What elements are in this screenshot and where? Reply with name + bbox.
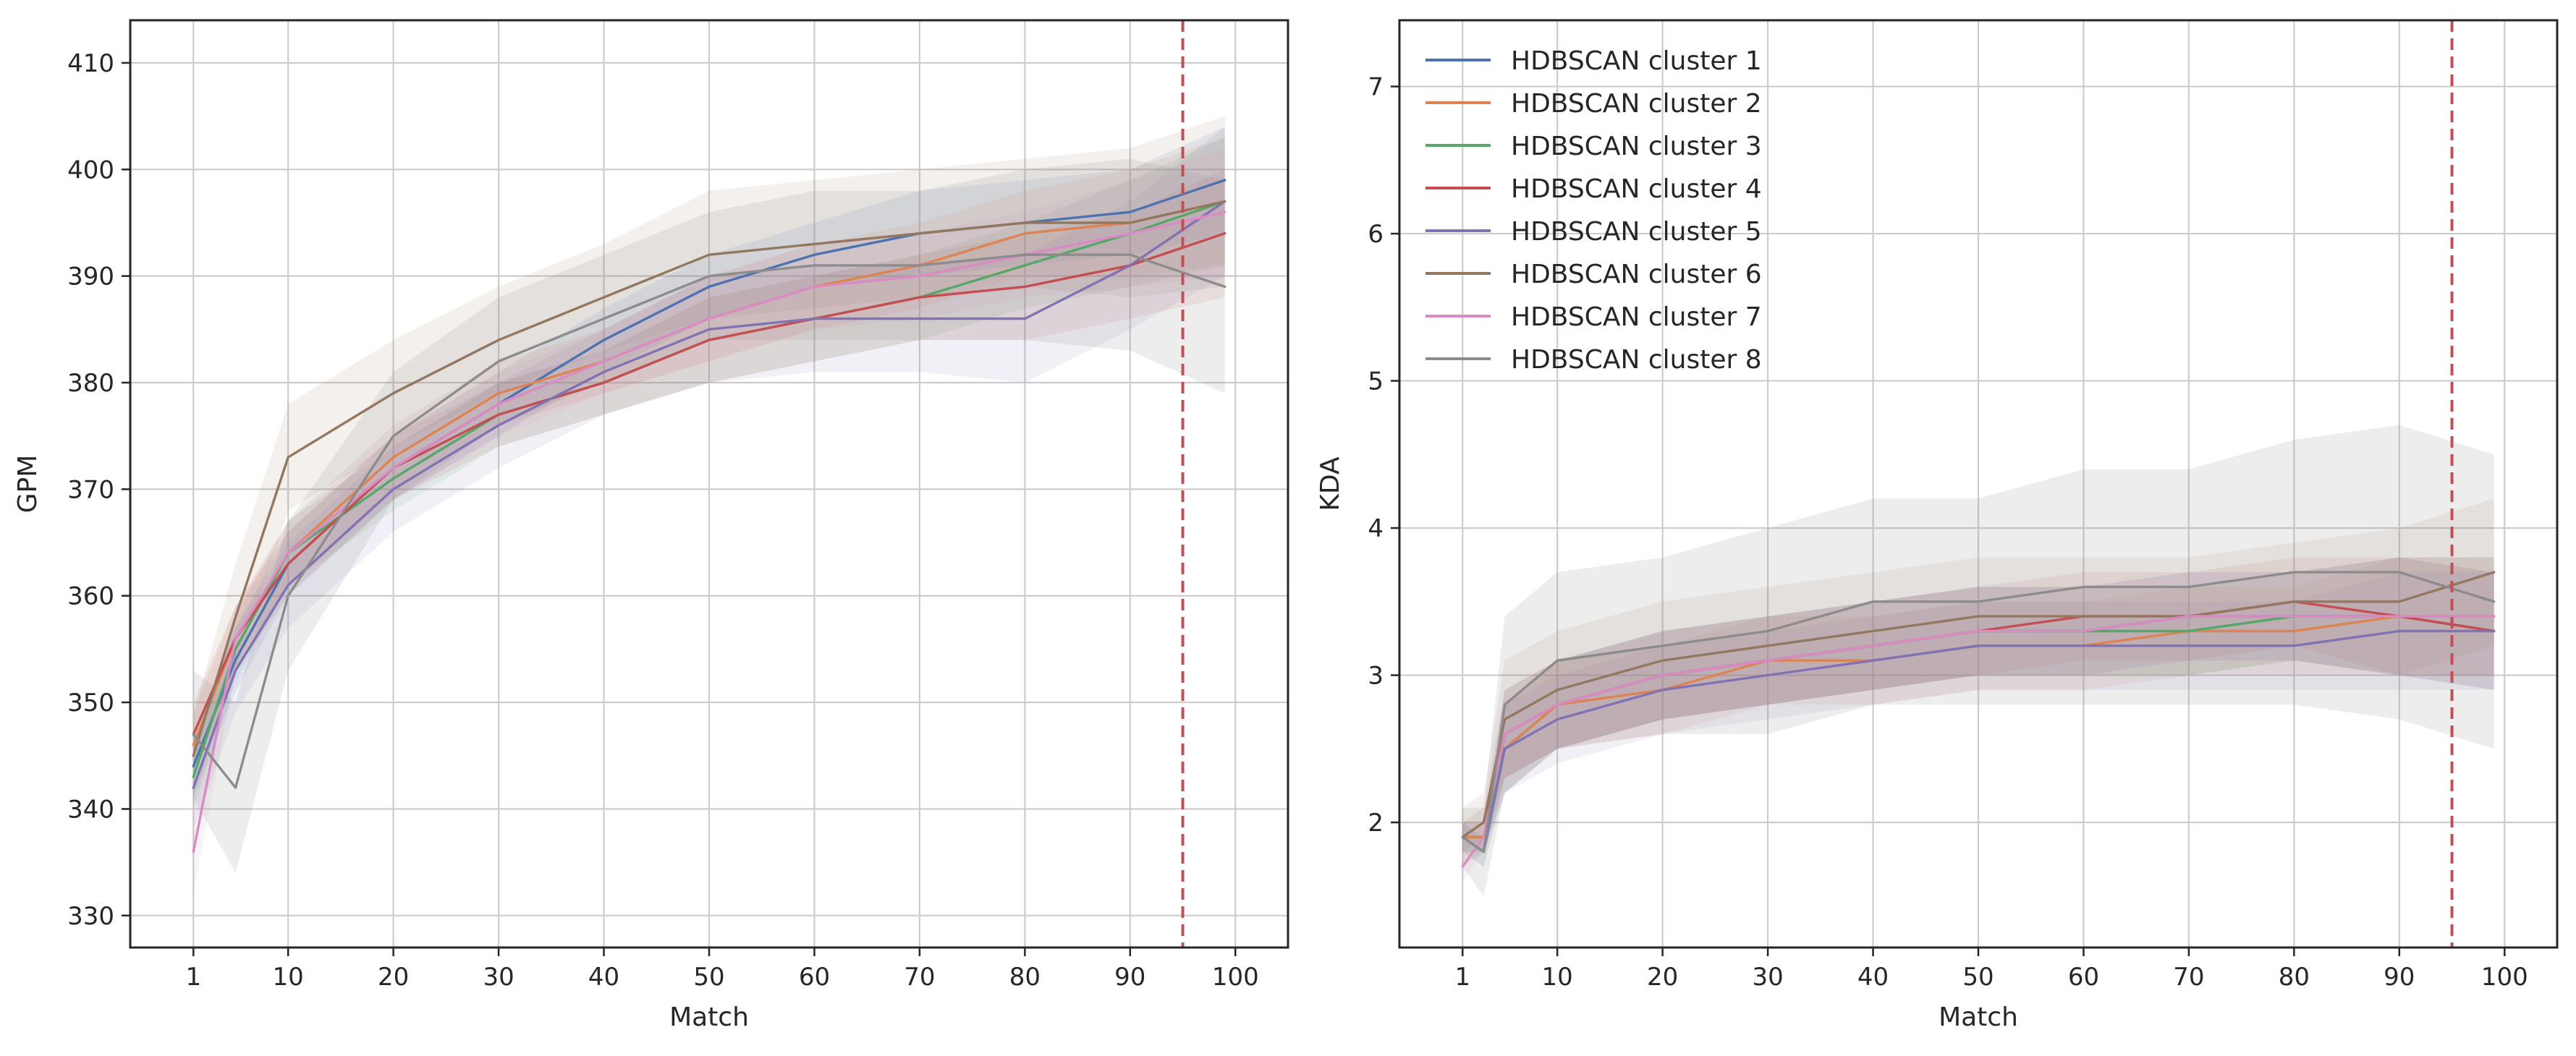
x-tick-label: 50 [1962, 963, 1994, 992]
y-tick-label: 350 [67, 689, 114, 718]
x-tick-label: 100 [2481, 963, 2528, 992]
legend-label: HDBSCAN cluster 1 [1511, 46, 1762, 76]
series-band [193, 116, 1225, 799]
kda-panel: 1 10 20 30 40 50 60 70 80 90 100 2 3 4 5 6 7 Match KDA [1315, 19, 2559, 1032]
legend-label: HDBSCAN cluster 7 [1511, 302, 1762, 332]
series-line [1461, 615, 2496, 868]
legend-label: HDBSCAN cluster 6 [1511, 260, 1762, 289]
y-tick-label: 3 [1368, 662, 1384, 691]
y-tick-label: 390 [67, 263, 114, 291]
series-line [192, 200, 1226, 789]
y-axis-title: KDA [1315, 456, 1345, 511]
legend-label: HDBSCAN cluster 5 [1511, 217, 1762, 247]
y-tick-label: 4 [1368, 514, 1384, 543]
legend-item: HDBSCAN cluster 5 [1425, 217, 1762, 247]
x-tick-label: 1 [185, 963, 201, 992]
plot-area [192, 116, 1226, 895]
x-tick-label: 90 [2384, 963, 2415, 992]
x-tick-label: 20 [378, 963, 409, 992]
y-tick-label: 380 [67, 369, 114, 398]
x-tick-label: 40 [588, 963, 619, 992]
series-band [193, 158, 1225, 873]
x-tick-label: 40 [1857, 963, 1889, 992]
legend-label: HDBSCAN cluster 3 [1511, 132, 1762, 161]
legend-item: HDBSCAN cluster 2 [1425, 89, 1762, 119]
y-tick-label: 360 [67, 582, 114, 611]
x-tick-label: 1 [1454, 963, 1470, 992]
x-tick-label: 70 [904, 963, 935, 992]
series-line [1461, 629, 2496, 853]
legend-label: HDBSCAN cluster 8 [1511, 345, 1762, 375]
series-line [1461, 571, 2496, 853]
series-band [1462, 557, 2494, 867]
series-band [1462, 498, 2494, 867]
legend-label: HDBSCAN cluster 2 [1511, 89, 1762, 119]
series-band [1462, 425, 2494, 896]
series-band [193, 127, 1225, 830]
y-tick-label: 340 [67, 795, 114, 824]
x-tick-label: 60 [799, 963, 830, 992]
legend-item: HDBSCAN cluster 1 [1425, 46, 1762, 76]
y-tick-label: 330 [67, 902, 114, 931]
gpm-panel: 1 10 20 30 40 50 60 70 80 90 100 330 340 350 360 370 380… [13, 19, 1289, 1032]
series-line [192, 253, 1226, 789]
x-tick-label: 30 [1752, 963, 1783, 992]
plot-area [1461, 425, 2496, 896]
y-tick-label: 2 [1368, 809, 1384, 838]
x-tick-label: 80 [2279, 963, 2310, 992]
series-band [193, 137, 1225, 778]
legend-item: HDBSCAN cluster 8 [1425, 345, 1762, 375]
y-tick-label: 370 [67, 475, 114, 504]
series-line [192, 179, 1226, 768]
y-tick-label: 6 [1368, 220, 1384, 249]
series-line [1461, 571, 2496, 839]
x-tick-label: 30 [483, 963, 514, 992]
x-axis-title: Match [669, 1002, 749, 1032]
series-line [192, 232, 1226, 736]
y-tick-label: 5 [1368, 367, 1384, 396]
y-tick-label: 400 [67, 156, 114, 184]
legend-item: HDBSCAN cluster 3 [1425, 132, 1762, 161]
legend-item: HDBSCAN cluster 6 [1425, 260, 1762, 289]
series-band [193, 137, 1225, 809]
y-axis-title: GPM [13, 455, 43, 514]
legend-label: HDBSCAN cluster 4 [1511, 174, 1762, 204]
series-line [192, 210, 1226, 853]
x-tick-label: 90 [1114, 963, 1145, 992]
x-tick-label: 10 [1542, 963, 1573, 992]
x-tick-label: 100 [1212, 963, 1259, 992]
x-tick-label: 80 [1009, 963, 1041, 992]
legend-item: HDBSCAN cluster 4 [1425, 174, 1762, 204]
y-tick-label: 7 [1368, 73, 1384, 102]
legend: HDBSCAN cluster 1 HDBSCAN cluster 2 HDBSCA… [1425, 46, 1762, 375]
x-tick-label: 70 [2173, 963, 2204, 992]
series-line [192, 200, 1226, 757]
x-tick-label: 50 [693, 963, 724, 992]
legend-item: HDBSCAN cluster 7 [1425, 302, 1762, 332]
x-tick-label: 10 [273, 963, 304, 992]
series-band [193, 127, 1225, 799]
x-tick-label: 20 [1647, 963, 1678, 992]
x-tick-label: 60 [2068, 963, 2099, 992]
y-tick-label: 410 [67, 49, 114, 78]
x-axis-title: Match [1939, 1002, 2018, 1032]
